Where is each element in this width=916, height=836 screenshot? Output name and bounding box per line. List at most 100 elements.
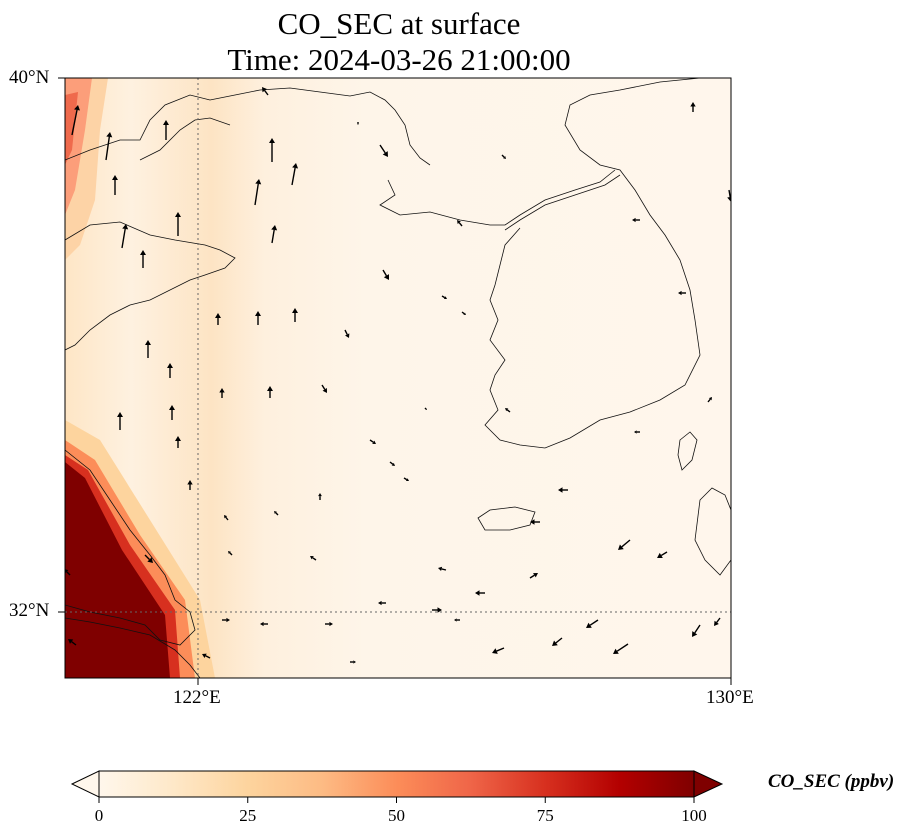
wind-arrow-head [558,487,563,493]
wind-arrow-head [262,87,267,93]
wind-arrow-shaft [694,624,701,634]
wind-arrow-head [255,179,262,185]
wind-arrow-shaft [382,269,388,277]
wind-arrow-shaft [369,439,374,443]
wind-arrow-head [163,120,169,125]
wind-arrow-head [260,621,264,627]
wind-arrow-head [68,639,74,644]
map-title-line2: Time: 2024-03-26 21:00:00 [227,42,571,77]
wind-arrow-head [405,478,409,481]
lon-tick-label-130e: 130°E [706,687,754,708]
wind-vectors [65,87,731,664]
wind-arrow-head [269,138,275,143]
wind-arrow-head [357,123,359,125]
wind-arrow-head [443,296,447,299]
wind-arrow-head [391,462,395,466]
wind-arrow-shaft [506,409,511,413]
wind-arrow-head [383,274,389,280]
wind-arrow-head [74,105,80,111]
wind-arrow-shaft [501,154,505,158]
wind-arrow-head [322,388,327,393]
wind-arrow-head [202,653,207,658]
wind-arrow-head [690,102,696,107]
wind-arrow-head [140,250,146,255]
wind-arrow-head [175,436,181,441]
wind-arrow-head [292,308,298,313]
wind-arrow-shaft [403,477,408,481]
wind-arrow-head [122,224,129,230]
wind-arrow-shaft [441,295,446,299]
wind-arrow-shaft [312,557,317,561]
wind-arrow-head [329,621,333,627]
lat-tick-label-32n: 32°N [9,600,50,621]
wind-arrow-shaft [555,637,563,644]
map-title-line1: CO_SEC at surface [277,6,521,41]
colorbar-extend-max [693,770,724,798]
wind-arrow-head [271,225,278,231]
wind-arrow-shaft [71,109,78,136]
wind-arrow-shaft [271,229,275,244]
wind-arrow-shaft [621,539,631,548]
colorbar-label: CO_SEC (ppbv) [768,771,895,792]
wind-arrow-head [112,175,118,180]
colorbar-tick-label: 0 [94,806,104,825]
wind-arrow-shaft [379,144,386,154]
wind-arrow-head [219,388,225,393]
wind-arrow-head [117,412,123,417]
wind-arrow-head [353,660,356,664]
wind-arrow-shaft [707,398,711,403]
wind-arrow-shaft [66,571,71,576]
wind-arrow-head [255,311,261,316]
wind-arrow-head [310,556,314,560]
concentration-field [65,78,731,678]
colorbar-extend-min [70,770,100,798]
wind-arrow-shaft [121,228,126,249]
wind-arrow-shaft [275,512,279,516]
colorbar-tick-label: 50 [388,806,405,825]
wind-arrow-head [425,408,427,410]
wind-arrow-shaft [229,552,233,556]
wind-arrow-head [613,648,619,654]
wind-arrow-head [708,397,712,401]
wind-arrow-head [345,333,350,338]
wind-arrow-head [727,196,731,202]
wind-arrow-shaft [389,461,394,465]
wind-arrow-shaft [424,407,427,410]
wind-arrow-head [106,132,113,138]
gridlines [65,78,731,678]
colorbar-tick-label: 25 [239,806,257,825]
wind-arrow-head [167,363,173,368]
wind-arrow-shaft [728,189,731,198]
wind-arrow-head [492,648,498,654]
wind-arrow-head [505,408,509,412]
wind-arrow-shaft [264,90,269,96]
wind-arrow-head [215,313,221,318]
wind-arrow-head [454,618,457,622]
wind-arrow-shaft [291,167,296,186]
wind-arrow-head [530,519,535,525]
wind-arrow-shaft [205,655,211,659]
wind-arrow-head [175,212,181,217]
wind-arrow-head [147,557,153,563]
wind-arrow-shaft [144,554,150,560]
wind-arrow-head [632,217,636,223]
wind-arrow-shaft [254,183,259,206]
wind-arrow-shaft [71,641,77,646]
wind-arrow-shaft [321,384,326,390]
wind-arrow-head [533,573,538,578]
wind-arrow-head [437,607,442,613]
wind-arrow-head [187,480,193,485]
wind-arrow-shaft [105,136,110,161]
wind-arrow-head [169,405,175,410]
wind-arrow-shaft [458,222,463,227]
colorbar-tick-label: 75 [536,806,554,825]
wind-arrow-shaft [225,516,229,521]
wind-arrow-head [586,622,592,628]
wind-arrow-head [224,515,228,519]
wind-arrow-head [475,590,480,596]
wind-arrow-shaft [344,329,348,335]
wind-arrow-head [503,156,506,159]
wind-arrow-head [438,566,443,572]
colorbar-gradient [98,770,695,798]
